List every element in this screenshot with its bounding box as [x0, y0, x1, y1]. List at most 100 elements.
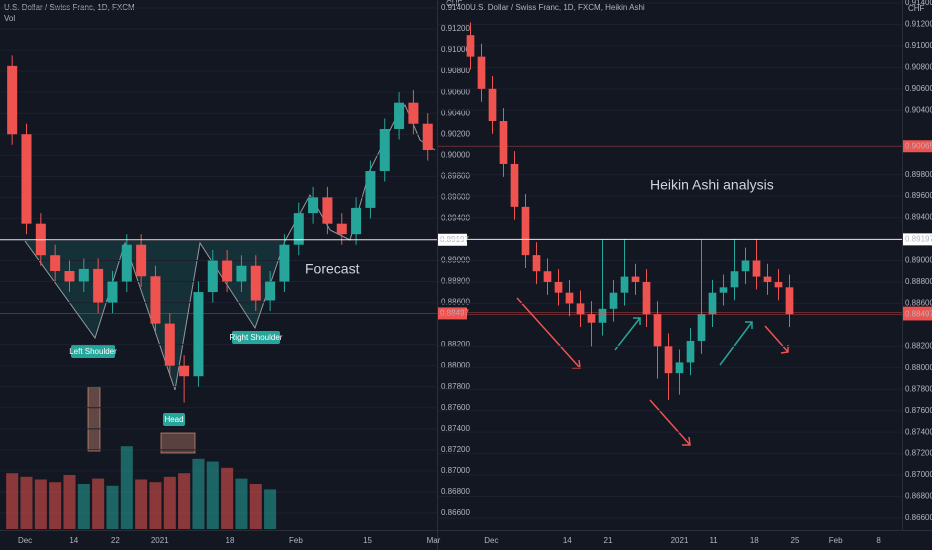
- y-tick-label: 0.88600: [905, 299, 932, 308]
- candle-body: [477, 56, 486, 89]
- volume-bar: [149, 482, 162, 529]
- y-tick-label: 0.90600: [441, 87, 470, 96]
- candle-body: [422, 123, 433, 151]
- candle: [193, 281, 204, 387]
- candle: [351, 197, 362, 245]
- x-tick-label: 18: [750, 536, 759, 545]
- x-tick-label: 11: [709, 536, 718, 545]
- x-tick-label: 14: [563, 536, 572, 545]
- price-tag-label: 0.89197: [905, 234, 932, 243]
- y-tick-label: 0.91400: [905, 0, 932, 7]
- y-tick-label: 0.87400: [905, 427, 932, 436]
- candle: [774, 269, 783, 301]
- volume-bar: [20, 476, 33, 529]
- candle-body: [121, 244, 132, 282]
- x-tick-label: 21: [604, 536, 613, 545]
- candle: [308, 186, 319, 224]
- candle-body: [719, 287, 728, 293]
- volume-bar: [163, 476, 176, 529]
- y-tick-label: 0.89000: [905, 256, 932, 265]
- volume-bar: [106, 485, 119, 529]
- y-tick-label: 0.88000: [905, 363, 932, 372]
- volume-bar: [92, 478, 105, 529]
- volume-bar: [49, 482, 62, 529]
- candle: [379, 118, 390, 182]
- candle-body: [308, 197, 319, 214]
- annotation: Left Shoulder: [69, 347, 117, 356]
- candle: [631, 263, 640, 295]
- highlight-box: [87, 386, 101, 452]
- y-tick-label: 0.88800: [441, 277, 470, 286]
- candle: [150, 265, 161, 335]
- candle: [121, 234, 132, 293]
- right-title: U.S. Dollar / Swiss Franc, 1D, FXCM, Hei…: [470, 3, 645, 12]
- y-tick-label: 0.91400: [441, 3, 470, 12]
- x-tick-label: Feb: [289, 536, 303, 545]
- volume-bar: [264, 489, 277, 529]
- candle: [279, 234, 290, 293]
- y-tick-label: 0.87600: [905, 406, 932, 415]
- candle-body: [741, 260, 750, 272]
- highlight-box: [160, 432, 196, 454]
- candle: [365, 160, 376, 219]
- label-box: [232, 331, 280, 344]
- candle-body: [675, 362, 684, 374]
- volume-bar: [135, 479, 148, 529]
- candle-body: [336, 223, 347, 235]
- candle-body: [565, 292, 574, 304]
- y-tick-label: 0.90000: [441, 150, 470, 159]
- candle: [322, 186, 333, 235]
- candle-body: [686, 340, 695, 363]
- price-tag: [438, 307, 467, 320]
- candle-body: [293, 213, 304, 245]
- candle: [763, 263, 772, 295]
- candle: [719, 274, 728, 306]
- candle: [222, 249, 233, 293]
- price-tag-label: 0.88497: [440, 309, 469, 318]
- candle-body: [499, 121, 508, 164]
- candle-body: [642, 281, 651, 315]
- candle-body: [236, 265, 247, 282]
- candle-body: [207, 260, 218, 293]
- candle-body: [554, 281, 563, 293]
- candle: [250, 255, 261, 311]
- candle: [477, 43, 486, 102]
- candle: [675, 349, 684, 395]
- y-tick-label: 0.86600: [441, 508, 470, 517]
- y-tick-label: 0.90400: [441, 108, 470, 117]
- candle-body: [543, 271, 552, 282]
- volume-bar: [63, 475, 76, 529]
- candle-body: [521, 206, 530, 256]
- candle: [510, 151, 519, 220]
- candle-body: [7, 65, 18, 135]
- candle-body: [279, 244, 290, 282]
- x-tick-label: Mar: [427, 536, 441, 545]
- candle: [642, 269, 651, 328]
- candle: [164, 313, 175, 377]
- volume-bar: [34, 479, 47, 529]
- candle-body: [107, 281, 118, 303]
- y-tick-label: 0.88000: [441, 361, 470, 370]
- candle: [554, 269, 563, 306]
- candle-body: [631, 276, 640, 282]
- candle: [64, 260, 75, 293]
- candle-body: [193, 292, 204, 377]
- candle-body: [620, 276, 629, 293]
- annotation: Head: [164, 415, 183, 424]
- candle-body: [64, 271, 75, 282]
- price-tag-label: 0.90065: [905, 141, 932, 150]
- y-tick-label: 0.87800: [905, 384, 932, 393]
- y-tick-label: 0.89800: [905, 170, 932, 179]
- price-tag-label: 0.88497: [905, 310, 932, 319]
- candle: [576, 290, 585, 328]
- candle: [488, 75, 497, 134]
- candle-body: [179, 365, 190, 377]
- candle-body: [532, 255, 541, 272]
- y-tick-label: 0.87200: [905, 449, 932, 458]
- y-tick-label: 0.90200: [441, 129, 470, 138]
- x-tick-label: 15: [363, 536, 372, 545]
- label-box: [163, 413, 185, 426]
- x-tick-label: Dec: [484, 536, 498, 545]
- candle: [179, 355, 190, 403]
